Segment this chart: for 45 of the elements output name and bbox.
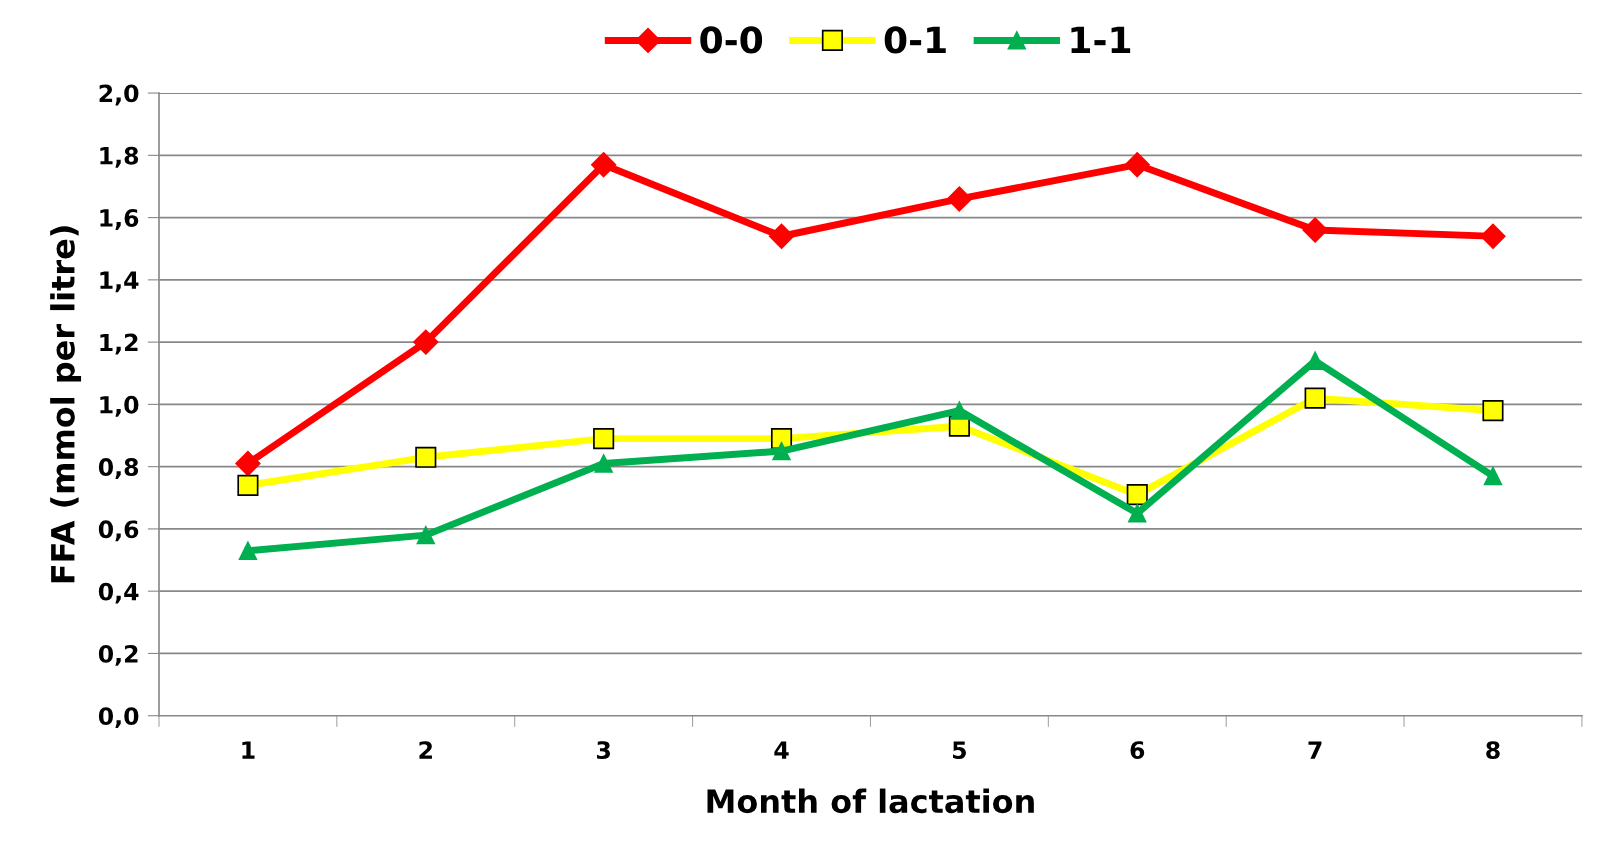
y-axis-title: FFA (mmol per litre) xyxy=(50,226,82,583)
x-tick-label: 5 xyxy=(952,741,966,759)
y-tick-label: 1,8 xyxy=(100,146,139,168)
point xyxy=(593,428,615,450)
point xyxy=(1483,466,1503,486)
y-tick-label: 1,4 xyxy=(100,271,139,293)
x-tick-label: 3 xyxy=(597,741,610,759)
point xyxy=(1482,400,1504,422)
y-tick-label: 2,0 xyxy=(99,84,139,106)
x-tick-label: 1 xyxy=(242,741,255,759)
point xyxy=(235,450,261,477)
point xyxy=(946,186,973,212)
x-tick-label: 7 xyxy=(1308,741,1322,759)
point xyxy=(594,454,613,473)
point xyxy=(413,329,439,355)
point xyxy=(1126,484,1148,506)
point xyxy=(1304,387,1326,409)
x-tick-label: 8 xyxy=(1486,741,1500,759)
point xyxy=(416,525,435,545)
y-tick-label: 1,2 xyxy=(100,333,138,355)
y-tick-label: 1,6 xyxy=(100,209,139,230)
point xyxy=(1128,504,1147,523)
point xyxy=(950,401,969,420)
legend-label: 0-0 xyxy=(700,26,763,54)
y-tick-label: 0,0 xyxy=(98,707,139,729)
legend-label: 1-1 xyxy=(1071,26,1131,54)
point xyxy=(768,223,795,249)
x-axis-title: Month of lactation xyxy=(707,788,1034,814)
y-tick-label: 0,2 xyxy=(98,644,138,666)
y-tick-label: 0,4 xyxy=(98,582,139,604)
point xyxy=(772,441,791,461)
y-tick-label: 0,6 xyxy=(98,520,139,542)
y-tick-label: 0,8 xyxy=(98,458,139,479)
point xyxy=(1302,217,1328,243)
point xyxy=(591,152,617,178)
point xyxy=(1480,223,1506,249)
y-tick-label: 1,0 xyxy=(100,395,139,417)
legend-label: 0-1 xyxy=(884,26,946,54)
x-tick-label: 6 xyxy=(1130,741,1145,759)
x-tick-label: 4 xyxy=(774,741,789,759)
x-tick-label: 2 xyxy=(419,741,432,759)
point xyxy=(415,446,437,468)
point xyxy=(238,541,258,560)
point xyxy=(237,474,259,496)
point xyxy=(1124,152,1150,178)
